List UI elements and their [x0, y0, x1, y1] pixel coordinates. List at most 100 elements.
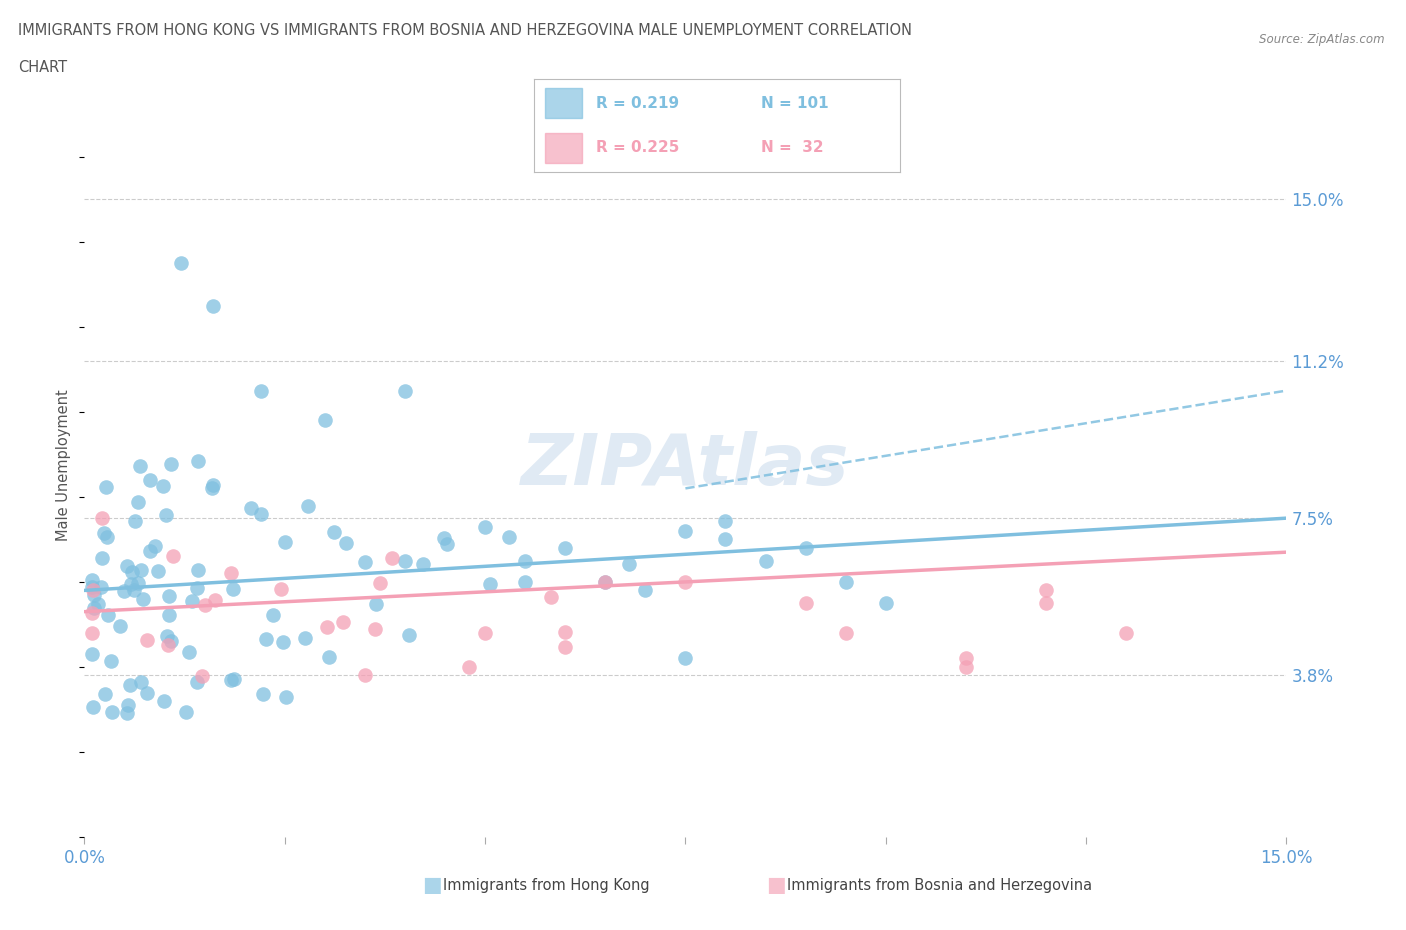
Point [174, 704, 197, 719]
Point [82, 582, 104, 597]
Point [540, 590, 562, 604]
Point [394, 383, 416, 398]
Point [458, 659, 481, 674]
Point [875, 596, 897, 611]
Point [634, 583, 657, 598]
Point [186, 674, 208, 689]
Point [270, 582, 292, 597]
Point [794, 596, 817, 611]
Point [86, 597, 108, 612]
Point [152, 478, 174, 493]
Point [222, 671, 245, 686]
Point [515, 553, 537, 568]
Point [835, 575, 858, 590]
Point [162, 549, 184, 564]
Text: N = 101: N = 101 [761, 96, 828, 111]
Point [160, 633, 183, 648]
Point [412, 556, 434, 571]
Point [714, 532, 737, 547]
Point [127, 576, 149, 591]
Point [794, 540, 817, 555]
Point [128, 458, 150, 473]
Point [394, 553, 416, 568]
Point [474, 519, 496, 534]
Point [93, 525, 115, 540]
Point [90, 551, 112, 565]
Point [314, 413, 336, 428]
Text: IMMIGRANTS FROM HONG KONG VS IMMIGRANTS FROM BOSNIA AND HERZEGOVINA MALE UNEMPLO: IMMIGRANTS FROM HONG KONG VS IMMIGRANTS … [18, 23, 912, 38]
Point [398, 628, 420, 643]
Point [191, 669, 214, 684]
Point [201, 299, 224, 313]
Point [143, 538, 166, 553]
Point [1035, 596, 1057, 611]
Point [554, 540, 576, 555]
Point [83, 588, 105, 603]
Point [131, 591, 153, 606]
Point [121, 565, 143, 579]
Point [152, 693, 174, 708]
Point [127, 495, 149, 510]
Point [498, 530, 520, 545]
Point [554, 625, 576, 640]
Point [112, 583, 135, 598]
Point [474, 626, 496, 641]
Point [155, 507, 177, 522]
Point [515, 575, 537, 590]
Point [110, 618, 132, 633]
Point [221, 581, 243, 596]
Point [136, 686, 159, 701]
Point [294, 631, 316, 645]
Point [193, 598, 215, 613]
Point [82, 625, 104, 640]
Point [177, 645, 200, 660]
Point [221, 565, 243, 580]
Point [1115, 626, 1137, 641]
Point [364, 621, 387, 636]
Point [82, 573, 104, 588]
Bar [546, 88, 582, 118]
Text: N =  32: N = 32 [761, 140, 824, 155]
Point [368, 576, 391, 591]
Point [139, 543, 162, 558]
Point [297, 498, 319, 513]
Point [82, 699, 104, 714]
Text: ■: ■ [422, 875, 441, 896]
Text: R = 0.219: R = 0.219 [596, 96, 679, 111]
Bar [546, 133, 582, 163]
Point [252, 686, 274, 701]
Point [254, 631, 277, 646]
Point [138, 473, 160, 488]
Point [159, 608, 181, 623]
Point [117, 698, 139, 712]
Point [131, 675, 153, 690]
Point [82, 580, 104, 595]
Point [318, 650, 340, 665]
Point [595, 575, 617, 590]
Point [354, 668, 377, 683]
Text: Immigrants from Hong Kong: Immigrants from Hong Kong [443, 878, 650, 893]
Point [122, 583, 145, 598]
Point [82, 605, 104, 620]
Text: Immigrants from Bosnia and Herzegovina: Immigrants from Bosnia and Herzegovina [787, 878, 1092, 893]
Point [156, 629, 179, 644]
Point [271, 634, 294, 649]
Y-axis label: Male Unemployment: Male Unemployment [56, 389, 72, 541]
Point [239, 500, 262, 515]
Point [249, 507, 271, 522]
Point [187, 563, 209, 578]
Point [160, 457, 183, 472]
Point [156, 637, 179, 652]
Point [432, 531, 454, 546]
Point [1035, 583, 1057, 598]
Point [94, 687, 117, 702]
Text: ZIPAtlas: ZIPAtlas [522, 431, 849, 499]
Point [595, 575, 617, 590]
Point [94, 480, 117, 495]
Point [381, 551, 404, 565]
Point [101, 705, 124, 720]
Point [124, 513, 146, 528]
Point [276, 690, 298, 705]
Point [169, 256, 191, 271]
Point [186, 580, 208, 595]
